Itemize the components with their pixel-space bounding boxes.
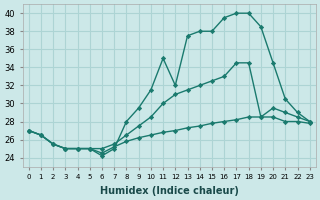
X-axis label: Humidex (Indice chaleur): Humidex (Indice chaleur): [100, 186, 239, 196]
